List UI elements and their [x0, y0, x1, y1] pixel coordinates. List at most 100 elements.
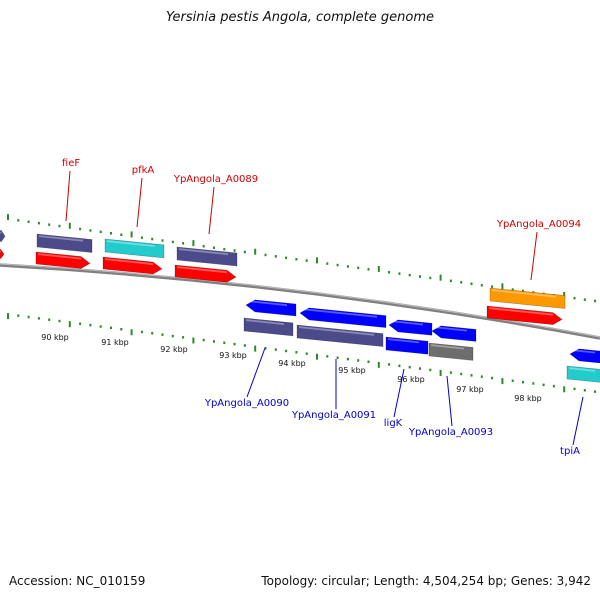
inner-tick: [429, 368, 432, 372]
inner-tick: [27, 315, 30, 319]
cds-YpAngola_A0091: [299, 307, 387, 328]
inner-tick: [398, 364, 401, 368]
outer-tick: [140, 236, 143, 239]
cds-fieF: [35, 251, 91, 269]
inner-tick: [213, 340, 215, 343]
outer-tick: [223, 247, 226, 251]
reverse-leader-line: [572, 396, 584, 446]
inner-tick: [583, 389, 586, 392]
inner-tick: [37, 317, 40, 320]
inner-tick: [171, 334, 174, 338]
outer-tick: [182, 242, 185, 245]
label-leaders: [65, 170, 584, 446]
outer-tick: [58, 224, 61, 228]
inner-tick: [326, 355, 329, 358]
outer-tick: [68, 222, 71, 229]
inner-tick: [99, 325, 102, 328]
forward-leader-line: [530, 231, 538, 281]
gene-YpAngola_A0093: [428, 342, 474, 361]
outer-tick: [130, 231, 133, 238]
inner-tick: [552, 384, 555, 388]
scale-labels: 90 kbp 91 kbp 92 kbp 93 kbp 94 kbp 95 kbp 96 k…: [41, 333, 542, 403]
outer-tick: [398, 272, 401, 275]
outer-tick: [27, 220, 30, 223]
inner-tick: [48, 318, 51, 321]
inner-tick: [377, 361, 380, 368]
cds-YpAngola_A0090: [245, 299, 297, 317]
outer-tick: [326, 262, 329, 265]
outer-tick: [213, 246, 215, 249]
gene-ligK: [385, 336, 429, 355]
outer-tick: [161, 239, 164, 242]
genome-summary-text: Topology: circular; Length: 4,504,254 bp…: [261, 574, 591, 588]
reverse-gene-label: tpiA: [560, 446, 580, 457]
outer-tick: [243, 250, 246, 254]
outer-tick: [48, 223, 51, 226]
outer-tick: [449, 279, 452, 283]
outer-tick: [563, 292, 566, 298]
gene-YpAngola_A0089: [176, 246, 238, 267]
outer-tick: [439, 274, 442, 281]
outer-tick: [573, 296, 576, 300]
scale-label: 93 kbp: [219, 351, 247, 360]
inner-tick: [58, 319, 61, 323]
forward-gene-fragment: [0, 230, 6, 242]
forward-cds-fragment: [0, 249, 5, 259]
reverse-gene-label: YpAngola_A0090: [204, 398, 289, 409]
outer-tick: [480, 284, 483, 287]
outer-tick: [192, 240, 195, 247]
outer-tick: [336, 263, 339, 267]
inner-tick: [336, 356, 339, 359]
inner-tick: [563, 386, 566, 393]
cds-YpAngola_A0089: [174, 264, 237, 283]
inner-tick: [367, 360, 370, 363]
outer-tick: [285, 256, 288, 260]
outer-tick: [89, 229, 92, 232]
inner-tick: [357, 359, 360, 362]
outer-tick: [264, 253, 267, 257]
scale-label: 94 kbp: [278, 359, 306, 368]
inner-tick: [254, 345, 257, 352]
reverse-gene-label: YpAngola_A0093: [408, 427, 493, 438]
outer-tick: [254, 248, 257, 255]
inner-tick: [542, 383, 545, 387]
inner-tick: [594, 390, 597, 393]
cds-YpAngola_A0093: [431, 325, 477, 342]
outer-tick: [305, 259, 308, 262]
outer-tick: [120, 233, 123, 236]
genome-backbone: [0, 263, 600, 340]
accession-text: Accession: NC_010159: [9, 574, 146, 588]
inner-tick: [491, 376, 494, 380]
outer-tick: [316, 257, 318, 264]
inner-tick: [511, 379, 514, 382]
forward-leader-line: [208, 186, 215, 235]
outer-tick: [79, 227, 82, 231]
inner-tick: [295, 351, 298, 354]
inner-tick: [346, 357, 349, 361]
outer-tick: [491, 285, 494, 288]
inner-tick: [449, 371, 452, 374]
inner-tick: [151, 332, 154, 335]
page-title: Yersinia pestis Angola, complete genome: [166, 10, 434, 25]
outer-tick: [171, 240, 174, 244]
outer-tick: [37, 221, 40, 225]
gene-pfkA: [104, 238, 165, 259]
outer-tick: [470, 282, 473, 285]
outer-tick: [429, 276, 432, 280]
cds-pfkA: [102, 256, 163, 275]
scale-label: 91 kbp: [101, 338, 129, 347]
reverse-gene-label: YpAngola_A0091: [291, 410, 376, 421]
inner-tick: [140, 330, 143, 334]
scale-label: 90 kbp: [41, 333, 69, 342]
inner-tick: [532, 382, 535, 385]
gene-YpAngola_A0091: [296, 324, 384, 347]
inner-tick: [480, 375, 483, 378]
outer-tick: [594, 299, 597, 303]
forward-leader-line: [136, 177, 143, 228]
reverse-leader-line: [393, 368, 405, 418]
inner-tick: [7, 313, 9, 320]
inner-tick-ring: [7, 313, 597, 393]
outer-tick: [7, 214, 9, 221]
outer-tick: [110, 232, 112, 235]
